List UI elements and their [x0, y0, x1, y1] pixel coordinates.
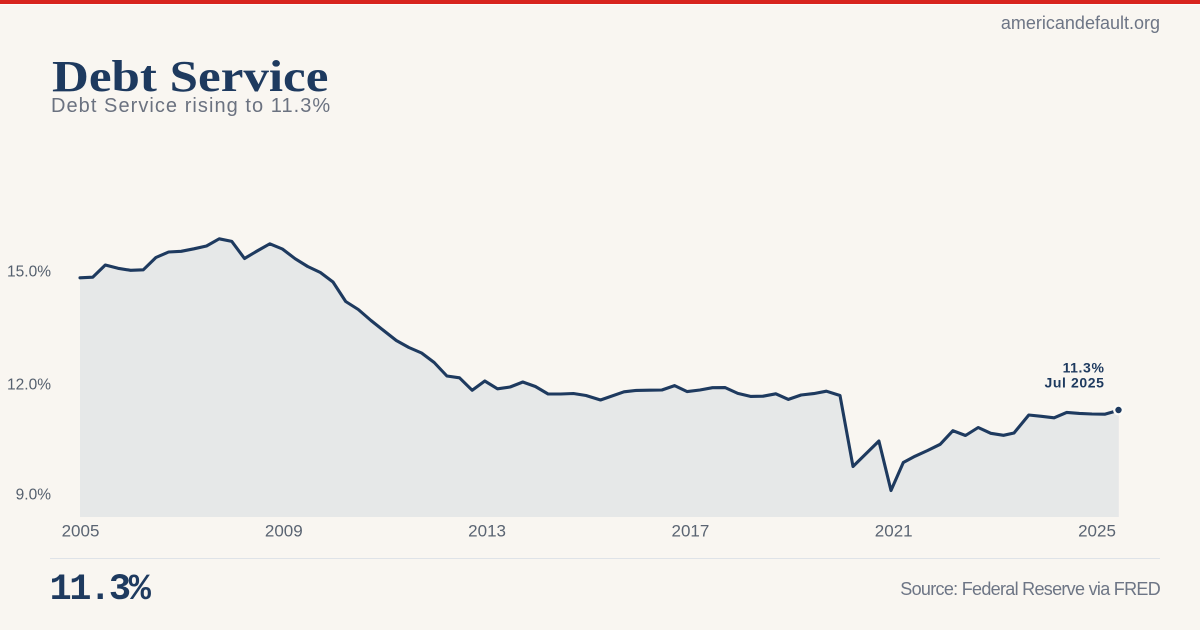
svg-text:2005: 2005 — [62, 522, 100, 541]
svg-text:12.0%: 12.0% — [7, 376, 51, 393]
svg-text:9.0%: 9.0% — [16, 487, 52, 504]
svg-text:11.3%: 11.3% — [1063, 360, 1105, 376]
svg-text:Jul 2025: Jul 2025 — [1044, 375, 1104, 391]
svg-text:2021: 2021 — [875, 522, 913, 541]
svg-text:15.0%: 15.0% — [7, 264, 51, 281]
svg-text:2025: 2025 — [1078, 522, 1116, 541]
svg-text:2013: 2013 — [468, 522, 506, 541]
svg-text:2009: 2009 — [265, 522, 303, 541]
svg-text:2017: 2017 — [671, 522, 709, 541]
